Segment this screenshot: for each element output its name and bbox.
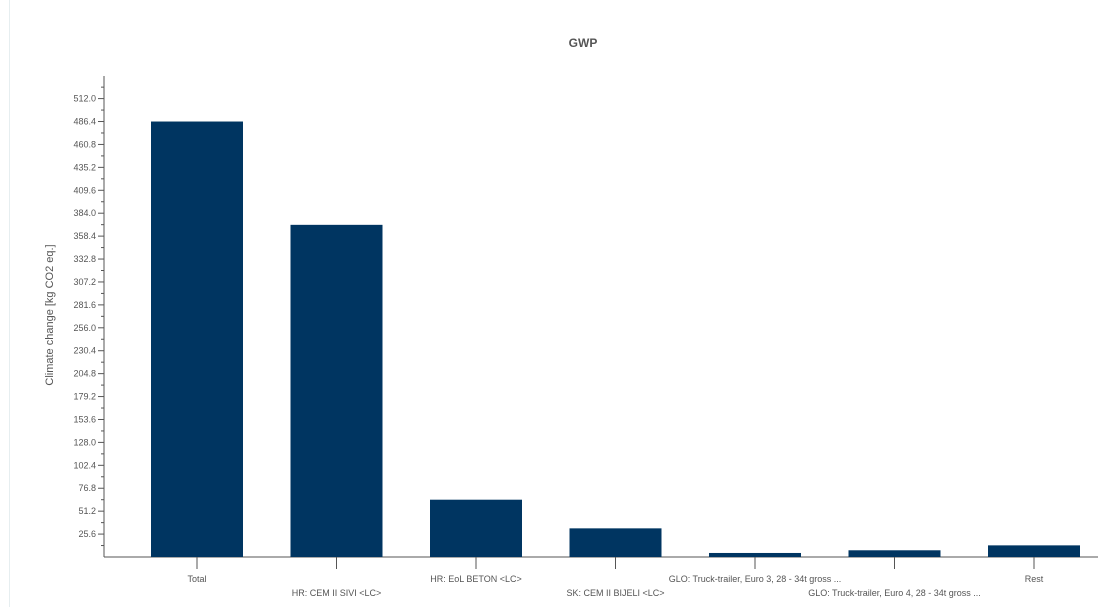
bars-group (151, 121, 1080, 558)
left-frame-border (9, 0, 10, 607)
y-axis-label: Climate change [kg CO2 eq.] (44, 244, 56, 385)
bar-6 (848, 550, 941, 557)
y-tick-label: 76.8 (78, 483, 96, 493)
x-category-label: SK: CEM II BIJELI <LC> (566, 588, 664, 598)
bar-1 (151, 121, 243, 558)
y-tick-label: 128.0 (73, 437, 96, 447)
y-tick-label: 25.6 (78, 529, 96, 539)
x-category-label: GLO: Truck-trailer, Euro 4, 28 - 34t gro… (808, 588, 981, 598)
y-tick-label: 179.2 (73, 392, 96, 402)
y-tick-label: 307.2 (73, 277, 96, 287)
y-tick-label: 281.6 (73, 300, 96, 310)
bar-2 (290, 224, 383, 558)
chart-title: GWP (569, 36, 598, 50)
y-tick-label: 332.8 (73, 254, 96, 264)
x-category-label: HR: CEM II SIVI <LC> (292, 588, 382, 598)
y-tick-label: 230.4 (73, 346, 96, 356)
y-tick-label: 256.0 (73, 323, 96, 333)
bar-7 (988, 545, 1080, 557)
y-tick-label: 51.2 (78, 506, 96, 516)
x-category-label: HR: EoL BETON <LC> (430, 574, 522, 584)
bar-4 (569, 528, 662, 557)
x-category-label: GLO: Truck-trailer, Euro 3, 28 - 34t gro… (669, 574, 842, 584)
x-axis-ticks: Total HR: CEM II SIVI <LC> HR: EoL BETON <… (187, 557, 1044, 598)
y-tick-label: 204.8 (73, 369, 96, 379)
y-tick-label: 435.2 (73, 162, 96, 172)
y-tick-label: 153.6 (73, 414, 96, 424)
y-tick-label: 384.0 (73, 208, 96, 218)
y-tick-label: 358.4 (73, 231, 96, 241)
y-tick-label: 512.0 (73, 94, 96, 104)
x-category-label: Total (187, 574, 206, 584)
y-axis-ticks: 25.6 51.2 76.8 102.4 128.0 153.6 179.2 204.8 230… (73, 86, 104, 547)
y-tick-label: 409.6 (73, 185, 96, 195)
y-tick-label: 486.4 (73, 117, 96, 127)
y-tick-label: 102.4 (73, 460, 96, 470)
x-category-label: Rest (1025, 574, 1044, 584)
bar-5 (709, 552, 801, 557)
bar-3 (430, 499, 522, 557)
y-tick-label: 460.8 (73, 139, 96, 149)
